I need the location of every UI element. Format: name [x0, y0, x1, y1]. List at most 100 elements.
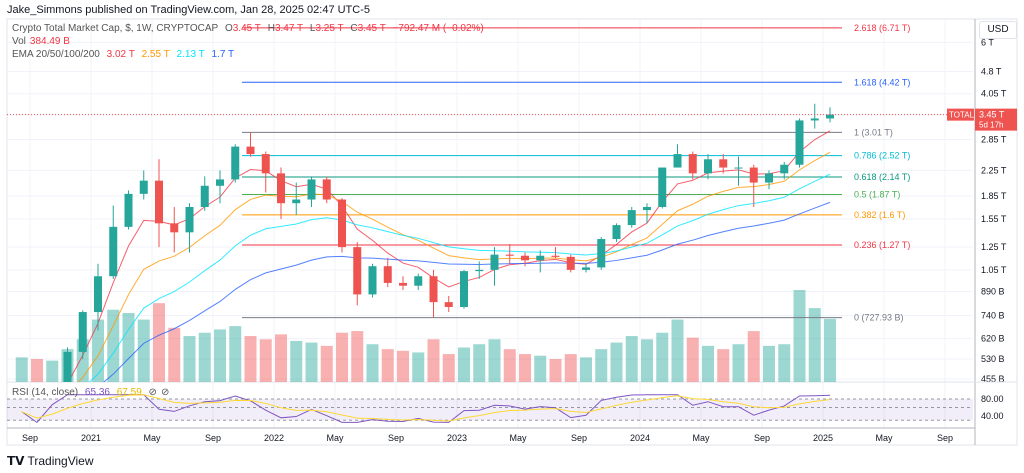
fib-level-label: 1 (3.01 T) — [854, 127, 893, 137]
volume-bar — [595, 349, 608, 382]
x-tick-label: May — [875, 433, 893, 443]
volume-bar — [259, 339, 272, 382]
candle-body — [612, 225, 621, 240]
x-tick-label: Sep — [22, 433, 38, 443]
volume-bar — [824, 318, 836, 382]
candle-body — [536, 255, 545, 261]
fib-level-label: 0.618 (2.14 T) — [854, 172, 910, 182]
candle-body — [490, 254, 499, 270]
settings-icon[interactable]: ⊘ — [160, 387, 170, 398]
currency-button[interactable]: USD — [979, 21, 1017, 39]
ema-line — [77, 151, 831, 382]
volume-bar — [46, 360, 59, 382]
y-tick-label: 890 B — [981, 286, 1005, 296]
candle-body — [63, 351, 72, 382]
published-by-text: Jake_Simmons published on TradingView.co… — [7, 4, 371, 16]
volume-bar — [107, 309, 120, 382]
volume-bar — [427, 339, 440, 382]
candle-body — [704, 159, 712, 174]
chart-frame — [6, 18, 1018, 446]
close-value: 3.45 T — [357, 23, 386, 34]
ema-label[interactable]: EMA 20/50/100/200 — [12, 49, 100, 60]
symbol-badge-label: TOTAL — [949, 111, 975, 120]
rsi-legend: RSI (14, close) 65.36 67.59 ⊘ ⊘ — [12, 387, 173, 398]
volume-bar — [168, 327, 181, 382]
symbol-title[interactable]: Crypto Total Market Cap, $, 1W, CRYPTOCA… — [12, 23, 219, 34]
candle-body — [139, 180, 148, 194]
volume-legend: Vol 384.49 B — [12, 36, 74, 47]
logo-text: TradingView — [27, 454, 94, 468]
y-tick-label: 1.55 T — [981, 214, 1007, 224]
x-tick-label: 2021 — [81, 433, 101, 443]
candle-body — [246, 146, 255, 155]
candle-body — [734, 167, 743, 169]
fib-level-label: 2.618 (6.71 T) — [854, 23, 910, 33]
candle-body — [124, 193, 133, 227]
candle-body — [566, 256, 575, 270]
candle-body — [505, 254, 514, 256]
rsi-tick-label: 40.00 — [981, 411, 1004, 421]
volume-bar — [244, 336, 257, 382]
x-tick-label: 2023 — [447, 433, 467, 443]
low-label: L — [309, 23, 316, 34]
main-pane — [15, 27, 842, 382]
hide-icon[interactable]: ⊘ — [148, 387, 157, 398]
volume-bar — [473, 344, 486, 382]
candle-body — [94, 276, 102, 313]
fib-level-label: 0.382 (1.6 T) — [854, 210, 905, 220]
volume-bar — [656, 332, 669, 382]
open-label: O — [224, 23, 233, 34]
volume-bar — [122, 313, 135, 382]
volume-bar — [747, 331, 760, 382]
x-tick-label: Sep — [937, 433, 953, 443]
candle-body — [658, 167, 667, 207]
y-tick-label: 1.25 T — [981, 242, 1007, 252]
volume-bar — [442, 354, 455, 382]
price-badge-countdown: 5d 17h — [979, 121, 1003, 130]
candle-body — [582, 267, 590, 270]
y-tick-label: 455 B — [981, 374, 1005, 384]
fib-level-label: 0.5 (1.87 T) — [854, 190, 900, 200]
candle-body — [78, 312, 87, 352]
candle-body — [643, 206, 651, 211]
volume-bar — [31, 359, 43, 382]
candle-body — [414, 276, 423, 286]
candle-body — [399, 282, 407, 286]
volume-bar — [137, 319, 150, 382]
rsi-label[interactable]: RSI (14, close) — [12, 387, 79, 398]
low-value: 3.25 T — [315, 23, 344, 34]
volume-bar — [214, 329, 226, 382]
candle-body — [673, 154, 682, 168]
volume-bar — [366, 344, 379, 382]
y-tick-label: 2.85 T — [981, 135, 1007, 145]
candle-body — [383, 266, 392, 283]
change-value: −792.47 M (−0.02%) — [392, 23, 484, 34]
candle-body — [338, 199, 346, 248]
volume-bar — [412, 352, 425, 382]
high-label: H — [267, 23, 275, 34]
ema20-value: 3.02 T — [106, 49, 135, 60]
tradingview-logo[interactable]: 𝗧𝗩 TradingView — [7, 454, 94, 468]
volume-bar — [397, 350, 409, 382]
volume-bar — [183, 336, 196, 382]
x-tick-label: May — [326, 433, 344, 443]
candle-body — [277, 173, 285, 204]
candle-body — [353, 247, 362, 295]
candle-body — [368, 266, 377, 295]
vol-label[interactable]: Vol — [12, 36, 26, 47]
volume-bar — [625, 336, 638, 382]
volume-bar — [686, 337, 699, 382]
candle-body — [719, 159, 728, 168]
fib-level-label: 0.236 (1.27 T) — [854, 240, 910, 250]
volume-bar — [610, 342, 623, 382]
volume-bar — [702, 345, 714, 382]
ema-legend: EMA 20/50/100/200 3.02 T 2.55 T 2.13 T 1… — [12, 49, 238, 60]
candle-body — [185, 206, 194, 233]
candle-body — [795, 120, 804, 165]
candle-body — [170, 223, 179, 233]
rsi-ma-value: 67.59 — [116, 387, 142, 398]
x-tick-label: Sep — [571, 433, 587, 443]
volume-bar — [275, 334, 287, 382]
y-tick-label: 1.05 T — [981, 265, 1007, 275]
